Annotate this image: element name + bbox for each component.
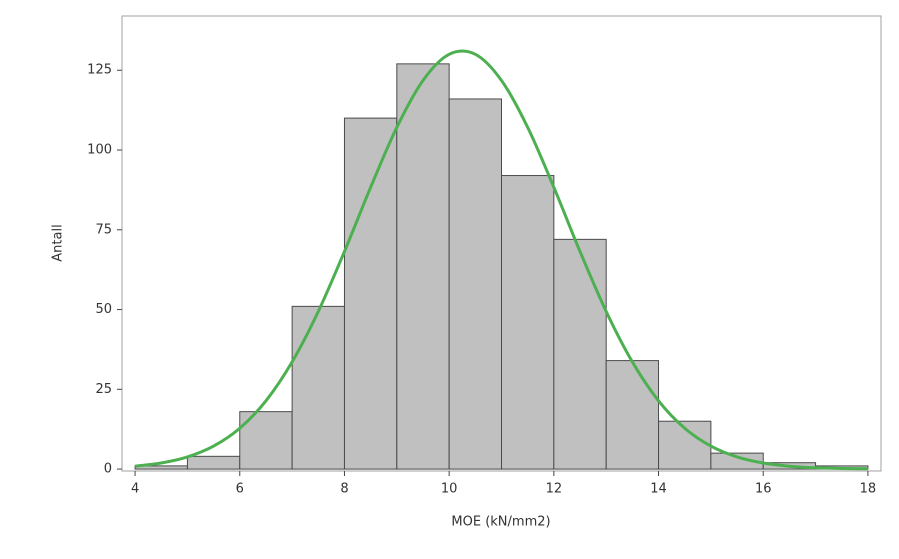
bar [291, 305, 345, 470]
fit-curve [134, 49, 868, 471]
bar [501, 175, 555, 470]
bar [710, 452, 764, 470]
x-tick-label: 10 [441, 482, 458, 497]
bar [396, 63, 450, 470]
y-tick-label: 50 [95, 302, 112, 317]
bar [553, 238, 607, 470]
bar [605, 360, 660, 470]
x-tick-label: 6 [236, 482, 244, 497]
x-tick-label: 16 [755, 482, 772, 497]
x-axis-label: MOE (kN/mm2) [451, 515, 550, 530]
y-tick-label: 100 [87, 143, 112, 158]
x-tick-label: 8 [340, 482, 348, 497]
x-tick-label: 18 [860, 482, 877, 497]
bar [186, 455, 241, 470]
bar [343, 117, 398, 470]
x-tick-label: 14 [650, 482, 667, 497]
x-tick-label: 12 [546, 482, 563, 497]
y-tick-label: 75 [95, 222, 112, 237]
y-axis-label: Antall [51, 224, 66, 261]
bar [448, 98, 503, 470]
y-tick-label: 125 [87, 63, 112, 78]
x-tick-label: 4 [131, 482, 139, 497]
y-tick-label: 25 [95, 382, 112, 397]
y-tick-label: 0 [104, 462, 112, 477]
